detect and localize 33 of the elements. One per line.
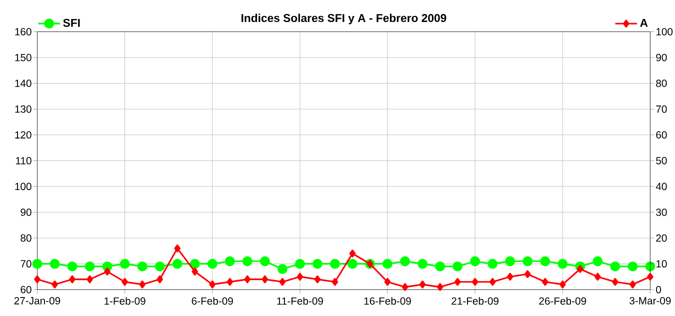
y2-tick-label: 30 xyxy=(656,208,667,216)
x-tick-label: 16-Feb-09 xyxy=(364,296,411,305)
y-tick-label: 80 xyxy=(20,234,32,242)
y2-tick-label: 20 xyxy=(656,234,667,242)
y-tick-label: 110 xyxy=(16,156,32,164)
y-tick-label: 100 xyxy=(15,182,32,190)
y2-tick-label: 50 xyxy=(656,156,667,164)
y2-tick-label: 90 xyxy=(656,54,667,62)
chart-title: Indices Solares SFI y A - Febrero 2009 xyxy=(242,14,446,24)
legend-label: A xyxy=(640,18,648,27)
x-tick-label: 11-Feb-09 xyxy=(277,296,323,305)
x-tick-label: 27-Jan-09 xyxy=(14,296,60,304)
y-tick-label: 120 xyxy=(15,131,32,138)
y-tick-label: 150 xyxy=(15,54,32,62)
y2-tick-label: 100 xyxy=(656,28,673,36)
legend-label: SFI xyxy=(63,18,80,27)
y-tick-label: 90 xyxy=(20,208,32,216)
y2-tick-label: 0 xyxy=(656,286,662,294)
y2-tick-label: 10 xyxy=(656,260,667,268)
y2-tick-label: 60 xyxy=(656,131,667,138)
x-tick-label: 6-Feb-09 xyxy=(192,296,233,305)
y2-tick-label: 80 xyxy=(656,79,667,87)
y-tick-label: 160 xyxy=(15,28,32,36)
y-tick-label: 60 xyxy=(20,286,32,294)
x-tick-label: 26-Feb-09 xyxy=(539,296,586,305)
x-tick-label: 21-Feb-09 xyxy=(452,296,498,305)
y2-tick-label: 40 xyxy=(656,182,667,190)
x-tick-label: 1-Feb-09 xyxy=(104,296,146,305)
y-tick-label: 140 xyxy=(15,79,32,87)
y2-tick-label: 70 xyxy=(656,105,667,113)
x-tick-label: 3-Mar-09 xyxy=(630,296,671,304)
y-tick-label: 70 xyxy=(20,260,32,268)
y-tick-label: 130 xyxy=(15,105,32,113)
